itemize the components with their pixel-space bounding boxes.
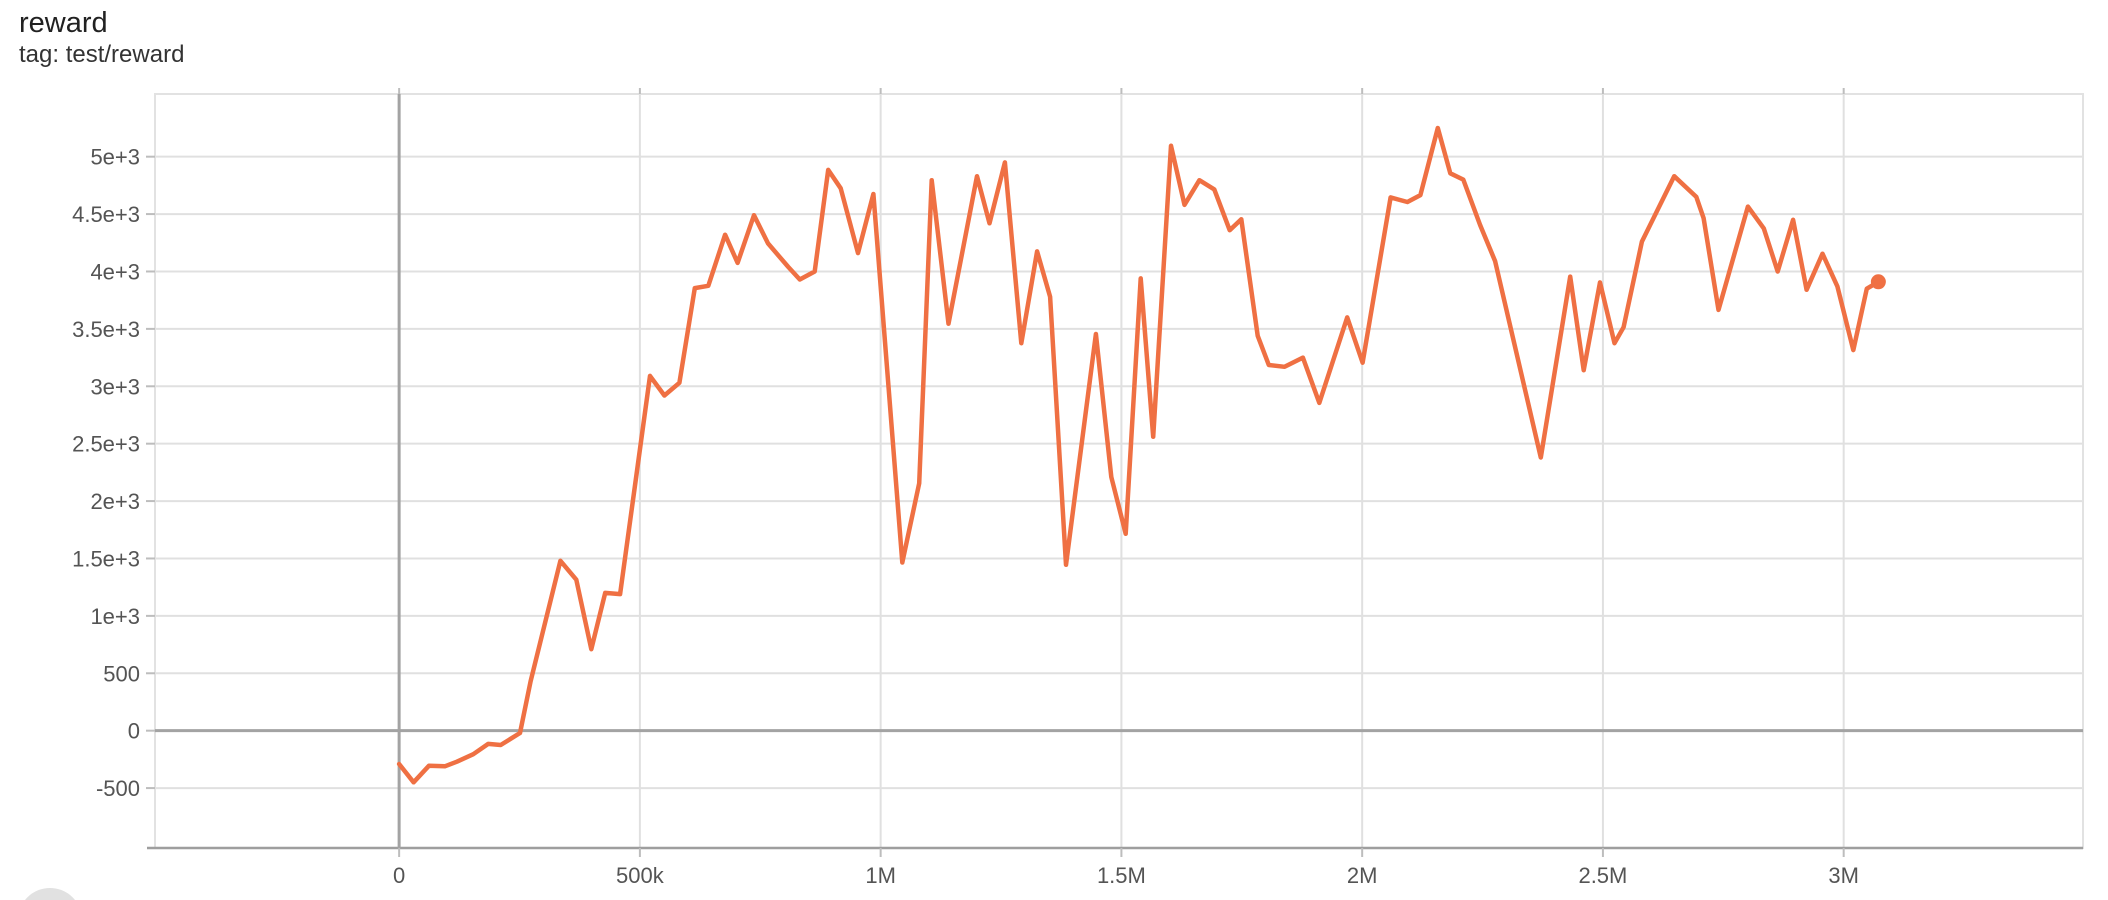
card-header: reward tag: test/reward	[19, 6, 184, 70]
chart-subtitle: tag: test/reward	[19, 41, 185, 68]
y-tick-label: -500	[96, 776, 140, 801]
chart-title: reward	[19, 7, 108, 39]
x-tick-label: 2M	[1347, 863, 1378, 888]
y-tick-label: 0	[128, 719, 140, 744]
series-line	[396, 125, 1881, 785]
y-tick-label: 500	[103, 661, 140, 686]
x-tick-label: 2.5M	[1578, 863, 1627, 888]
x-tick-label: 1M	[865, 863, 896, 888]
y-tick-label: 2.5e+3	[72, 432, 140, 457]
x-tick-label: 3M	[1828, 863, 1859, 888]
y-tick-label: 4e+3	[90, 259, 140, 284]
y-tick-label: 1e+3	[90, 604, 140, 629]
y-tick-label: 1.5e+3	[72, 546, 140, 571]
y-tick-label: 5e+3	[90, 145, 140, 170]
y-tick-label: 3e+3	[90, 374, 140, 399]
x-tick-label: 500k	[616, 863, 665, 888]
plot-border	[154, 93, 2084, 849]
x-tick-label: 1.5M	[1097, 863, 1146, 888]
y-tick-label: 4.5e+3	[72, 202, 140, 227]
x-tick-label: 0	[393, 863, 405, 888]
y-tick-label: 3.5e+3	[72, 317, 140, 342]
series-end-dot	[1870, 274, 1886, 290]
y-tick-label: 2e+3	[90, 489, 140, 514]
